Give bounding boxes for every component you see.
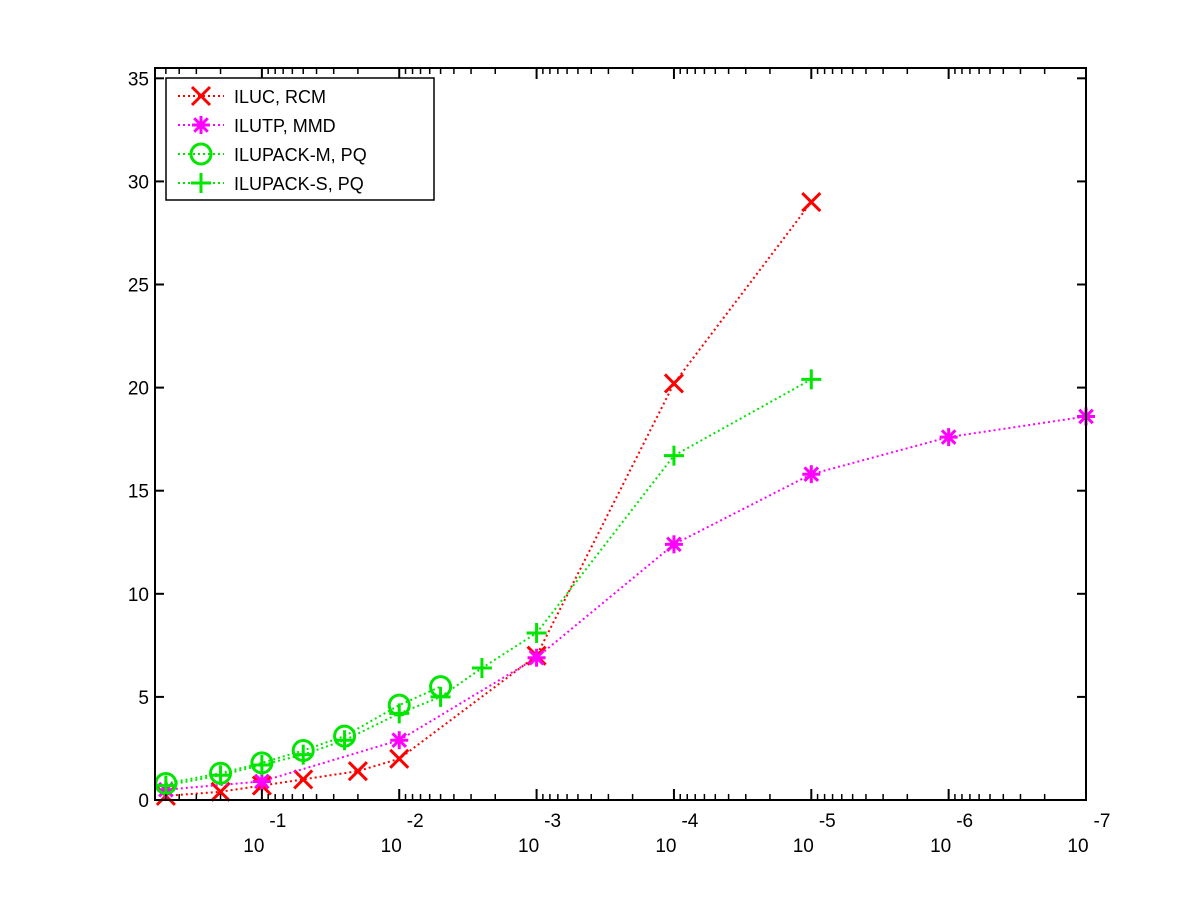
legend-entry: ILUPACK-M, PQ <box>178 142 367 166</box>
legend-label: ILUPACK-S, PQ <box>234 174 364 194</box>
legend-entry: ILUTP, MMD <box>178 116 336 136</box>
legend: ILUC, RCM ILUTP, MMD ILUPACK-M, PQ ILUPACK-… <box>165 77 435 201</box>
x-tick-label-exponent: -3 <box>544 811 561 832</box>
x-tick-label-exponent: -6 <box>956 811 973 832</box>
marker-circle <box>189 142 213 166</box>
marker-plus <box>191 173 211 193</box>
data-point <box>334 730 355 751</box>
y-tick-label: 15 <box>128 482 149 503</box>
data-point <box>293 769 314 790</box>
y-tick-label: 35 <box>128 69 149 90</box>
data-point <box>664 535 683 554</box>
x-tick-label-exponent: -4 <box>681 811 698 832</box>
data-point <box>390 731 409 750</box>
data-point <box>801 191 822 213</box>
y-tick-label: 0 <box>138 791 149 812</box>
data-point <box>210 765 231 786</box>
data-point <box>389 703 410 724</box>
data-point <box>802 465 821 484</box>
x-tick-label-base: 10 <box>1067 836 1088 857</box>
data-point <box>155 775 176 796</box>
x-tick-label-base: 10 <box>243 836 264 857</box>
legend-entry: ILUPACK-S, PQ <box>178 173 364 194</box>
legend-label: ILUC, RCM <box>234 87 326 107</box>
data-point <box>801 369 822 390</box>
x-tick-label-base: 10 <box>655 836 676 857</box>
data-point <box>663 373 685 394</box>
x-tick-label-base: 10 <box>793 836 814 857</box>
marker-asterisk <box>192 116 210 134</box>
x-tick-label-exponent: -7 <box>1094 811 1111 832</box>
data-point <box>252 772 271 791</box>
plot-area-frame <box>154 67 1087 801</box>
y-tick-label: 10 <box>128 585 149 606</box>
series-layer <box>154 191 1095 806</box>
x-tick-label-exponent: -1 <box>269 811 286 832</box>
y-tick-label: 25 <box>128 276 149 297</box>
y-tick-label: 30 <box>128 172 149 193</box>
series-3 <box>155 369 822 796</box>
data-point <box>293 744 314 765</box>
marker-x <box>190 85 212 107</box>
data-point <box>471 658 492 679</box>
data-point <box>939 428 958 447</box>
axes-layer: 0510152025303510-110-210-310-410-510-610… <box>128 67 1111 857</box>
data-point <box>663 445 684 466</box>
data-point <box>210 781 231 802</box>
legend-label: ILUTP, MMD <box>234 116 336 136</box>
legend-label: ILUPACK-M, PQ <box>234 145 367 165</box>
y-tick-label: 5 <box>138 688 149 709</box>
data-point <box>347 761 368 782</box>
series-line <box>165 415 1087 791</box>
data-point <box>389 748 410 769</box>
x-tick-label-exponent: -5 <box>819 811 836 832</box>
data-point <box>527 648 546 667</box>
x-tick-label-base: 10 <box>381 836 402 857</box>
x-tick-label-exponent: -2 <box>407 811 424 832</box>
series-line <box>165 201 813 797</box>
data-point <box>251 754 272 775</box>
x-tick-label-base: 10 <box>930 836 951 857</box>
data-point <box>526 622 547 643</box>
y-tick-label: 20 <box>128 379 149 400</box>
legend-box <box>165 77 435 201</box>
x-tick-label-base: 10 <box>518 836 539 857</box>
legend-entry: ILUC, RCM <box>178 85 326 107</box>
data-point <box>430 686 451 707</box>
